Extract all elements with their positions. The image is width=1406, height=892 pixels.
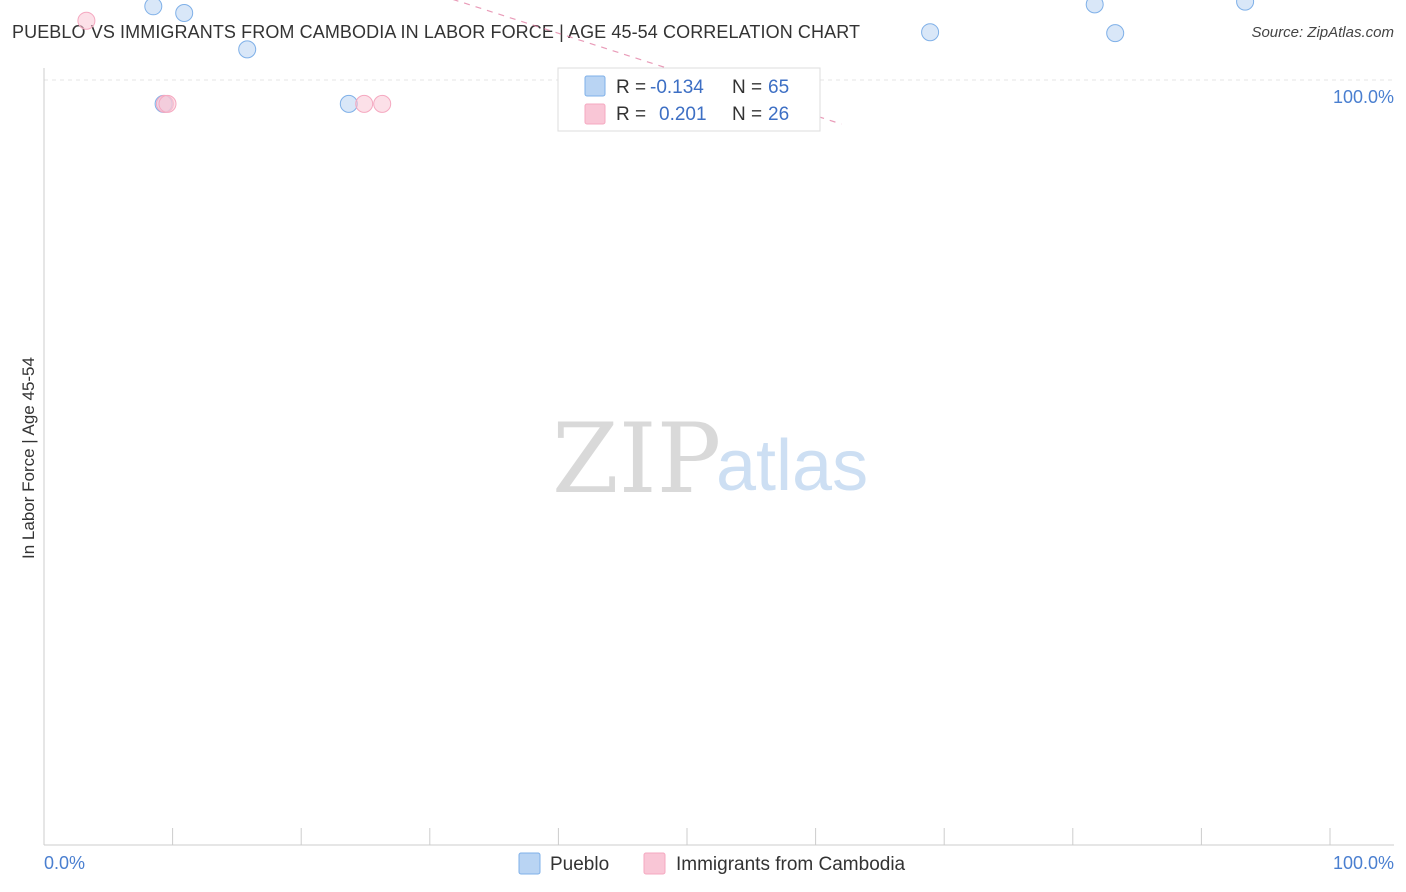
bottom-legend: Pueblo Immigrants from Cambodia bbox=[518, 852, 906, 875]
cambodia-point bbox=[77, 11, 96, 30]
stats-n-value-cambodia: 26 bbox=[768, 104, 789, 125]
cambodia-point bbox=[373, 94, 392, 113]
stats-swatch-cambodia bbox=[584, 103, 606, 125]
watermark-atlas: atlas bbox=[716, 426, 868, 506]
series-cambodia-points bbox=[77, 11, 392, 113]
watermark-zip: ZIP bbox=[552, 403, 721, 515]
stats-r-value-pueblo: -0.134 bbox=[650, 77, 704, 98]
pueblo-point bbox=[1236, 0, 1255, 11]
chart-title: PUEBLO VS IMMIGRANTS FROM CAMBODIA IN LA… bbox=[12, 22, 861, 42]
legend-label-cambodia: Immigrants from Cambodia bbox=[676, 854, 906, 875]
pueblo-point bbox=[144, 0, 163, 16]
chart-source: Source: ZipAtlas.com bbox=[1251, 24, 1394, 41]
y-tick-labels: 100.0%80.0%60.0%40.0% bbox=[1333, 87, 1394, 107]
legend-swatch-cambodia bbox=[643, 852, 666, 875]
pueblo-point bbox=[1106, 24, 1125, 43]
y-axis-title: In Labor Force | Age 45-54 bbox=[19, 357, 38, 559]
watermark: ZIP atlas bbox=[552, 403, 868, 515]
cambodia-point bbox=[158, 94, 177, 113]
pueblo-point bbox=[339, 94, 358, 113]
pueblo-point bbox=[921, 23, 940, 42]
axes bbox=[43, 68, 1394, 846]
pueblo-point bbox=[238, 40, 257, 59]
stats-r-label-cambodia: R = bbox=[616, 104, 646, 125]
legend-label-pueblo: Pueblo bbox=[550, 854, 609, 875]
stats-r-label-pueblo: R = bbox=[616, 77, 646, 98]
series-pueblo-points bbox=[144, 0, 1255, 113]
stats-r-value-cambodia: 0.201 bbox=[659, 104, 707, 125]
y-tick-label: 100.0% bbox=[1333, 87, 1394, 107]
stats-n-label-pueblo: N = bbox=[732, 77, 762, 98]
stats-swatch-pueblo bbox=[584, 75, 606, 97]
pueblo-point bbox=[175, 4, 194, 22]
x-tick-label-min: 0.0% bbox=[44, 853, 85, 873]
legend-swatch-pueblo bbox=[518, 852, 541, 875]
stats-n-value-pueblo: 65 bbox=[768, 77, 789, 98]
stats-legend: R = -0.134 N = 65 R = 0.201 N = 26 bbox=[557, 67, 821, 132]
pueblo-point bbox=[1085, 0, 1104, 14]
stats-n-label-cambodia: N = bbox=[732, 104, 762, 125]
x-tick-label-max: 100.0% bbox=[1333, 853, 1394, 873]
cambodia-point bbox=[355, 94, 374, 113]
